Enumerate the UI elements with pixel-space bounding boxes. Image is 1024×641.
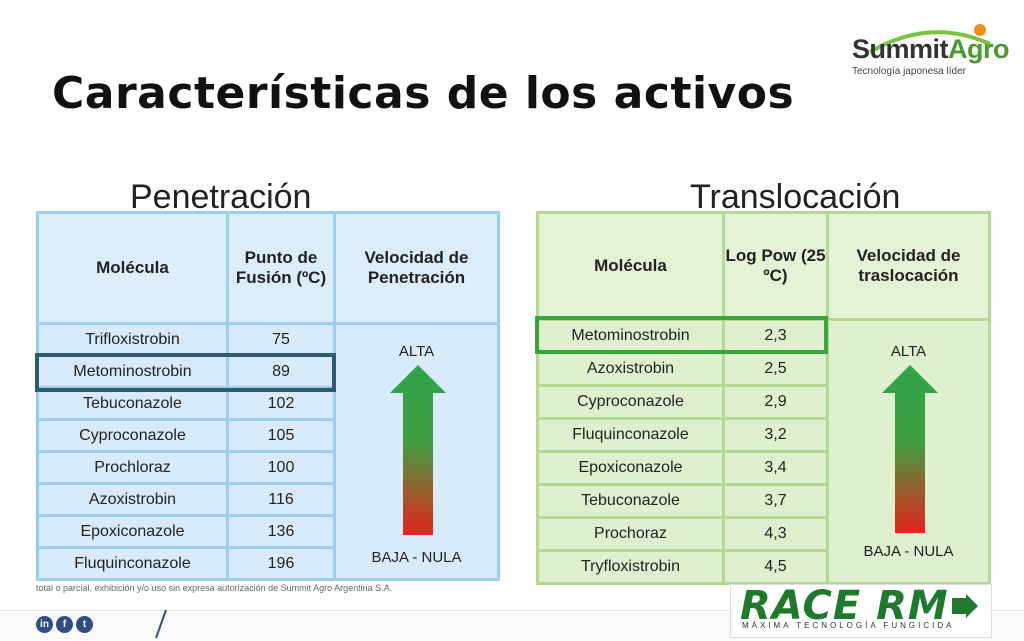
table-row: Metominostrobin 89 [36, 354, 499, 389]
translocacion-table: Molécula Log Pow (25 ºC) Velocidad de tr… [536, 211, 991, 585]
molecule-cell: Cyproconazole [36, 418, 229, 453]
legal-notice: total o parcial, exhibición y/o uso sin … [36, 583, 393, 593]
metominostrobin-highlight-penetracion [35, 353, 336, 392]
table-row: Tryfloxistrobin 4,5 [536, 549, 990, 585]
race-rm-logo [730, 584, 992, 638]
table-row: Epoxiconazole 136 [36, 514, 499, 549]
molecule-cell: Epoxiconazole [536, 450, 725, 486]
twitter-icon[interactable]: t [76, 616, 93, 633]
header-log-pow: Log Pow (25 ºC) [722, 211, 829, 321]
header-velocidad: Velocidad de Penetración [333, 211, 500, 325]
race-arrow-icon [952, 594, 978, 618]
penetracion-table: Molécula Punto de Fusión (ºC) Velocidad … [36, 211, 500, 581]
value-cell: 4,5 [722, 549, 829, 585]
value-cell: 102 [226, 386, 336, 421]
value-cell: 2,9 [722, 384, 829, 420]
value-cell: 196 [226, 546, 336, 581]
value-cell: 3,4 [722, 450, 829, 486]
table-header-row: Molécula Log Pow (25 ºC) Velocidad de tr… [536, 211, 991, 321]
table-row: Prochoraz 4,3 [536, 516, 990, 552]
table-row: Fluquinconazole 3,2 [536, 417, 990, 453]
table-row: Epoxiconazole 3,4 [536, 450, 990, 486]
speed-arrow-icon [390, 365, 446, 535]
table-row: Cyproconazole 105 [36, 418, 499, 453]
value-cell: 136 [226, 514, 336, 549]
header-molecula: Molécula [36, 211, 229, 325]
table-row: Cyproconazole 2,9 [536, 384, 990, 420]
molecule-cell: Tebuconazole [536, 483, 725, 519]
summit-agro-logo: SummitAgro [852, 34, 1010, 64]
value-cell: 2,5 [722, 351, 829, 387]
race-rm-wordmark: RACE RM [740, 583, 949, 629]
molecule-cell: Cyproconazole [536, 384, 725, 420]
value-cell: 3,7 [722, 483, 829, 519]
table-row: Prochloraz 100 [36, 450, 499, 485]
header-molecula: Molécula [536, 211, 725, 321]
high-label: ALTA [398, 343, 435, 360]
logo-tagline: Tecnología japonesa líder [852, 66, 966, 77]
linkedin-icon[interactable]: in [36, 616, 53, 633]
value-cell: 116 [226, 482, 336, 517]
translocacion-heading: Translocación [690, 178, 901, 216]
footer-divider [155, 609, 167, 639]
table-row: Azoxistrobin 2,5 [536, 351, 990, 387]
speed-scale-cell: ALTA BAJA - NULA [826, 318, 991, 585]
value-cell: 105 [226, 418, 336, 453]
molecule-cell: Metominostrobin [36, 354, 229, 389]
speed-scale-cell: ALTA BAJA - NULA [333, 322, 500, 581]
page-title: Características de los activos [52, 68, 795, 119]
table-row: Tebuconazole 3,7 [536, 483, 990, 519]
penetracion-heading: Penetración [130, 178, 312, 216]
high-label: ALTA [890, 343, 927, 360]
molecule-cell: Azoxistrobin [36, 482, 229, 517]
molecule-cell: Tryfloxistrobin [536, 549, 725, 585]
molecule-cell: Tebuconazole [36, 386, 229, 421]
race-tagline: MÁXIMA TECNOLOGÍA FUNGICIDA [742, 621, 955, 630]
molecule-cell: Azoxistrobin [536, 351, 725, 387]
value-cell: 3,2 [722, 417, 829, 453]
value-cell: 100 [226, 450, 336, 485]
table-row: Azoxistrobin 116 [36, 482, 499, 517]
table-header-row: Molécula Punto de Fusión (ºC) Velocidad … [36, 211, 500, 325]
speed-arrow-icon [882, 365, 938, 533]
molecule-cell: Fluquinconazole [36, 546, 229, 581]
facebook-icon[interactable]: f [56, 616, 73, 633]
header-velocidad: Velocidad de traslocación [826, 211, 991, 321]
low-label: BAJA - NULA [863, 543, 954, 560]
molecule-cell: Prochoraz [536, 516, 725, 552]
summit-agro-logo-swoosh [868, 24, 991, 54]
value-cell: 89 [226, 354, 336, 389]
molecule-cell: Fluquinconazole [536, 417, 725, 453]
molecule-cell: Epoxiconazole [36, 514, 229, 549]
table-row: Trifloxistrobin 75 ALTA BAJA - NULA [36, 322, 500, 581]
value-cell: 4,3 [722, 516, 829, 552]
table-row: Fluquinconazole 196 [36, 546, 499, 581]
molecule-cell: Trifloxistrobin [36, 322, 229, 357]
metominostrobin-highlight-translocacion [535, 316, 828, 354]
molecule-cell: Prochloraz [36, 450, 229, 485]
value-cell: 75 [226, 322, 336, 357]
header-punto-fusion: Punto de Fusión (ºC) [226, 211, 336, 325]
low-label: BAJA - NULA [371, 549, 462, 566]
